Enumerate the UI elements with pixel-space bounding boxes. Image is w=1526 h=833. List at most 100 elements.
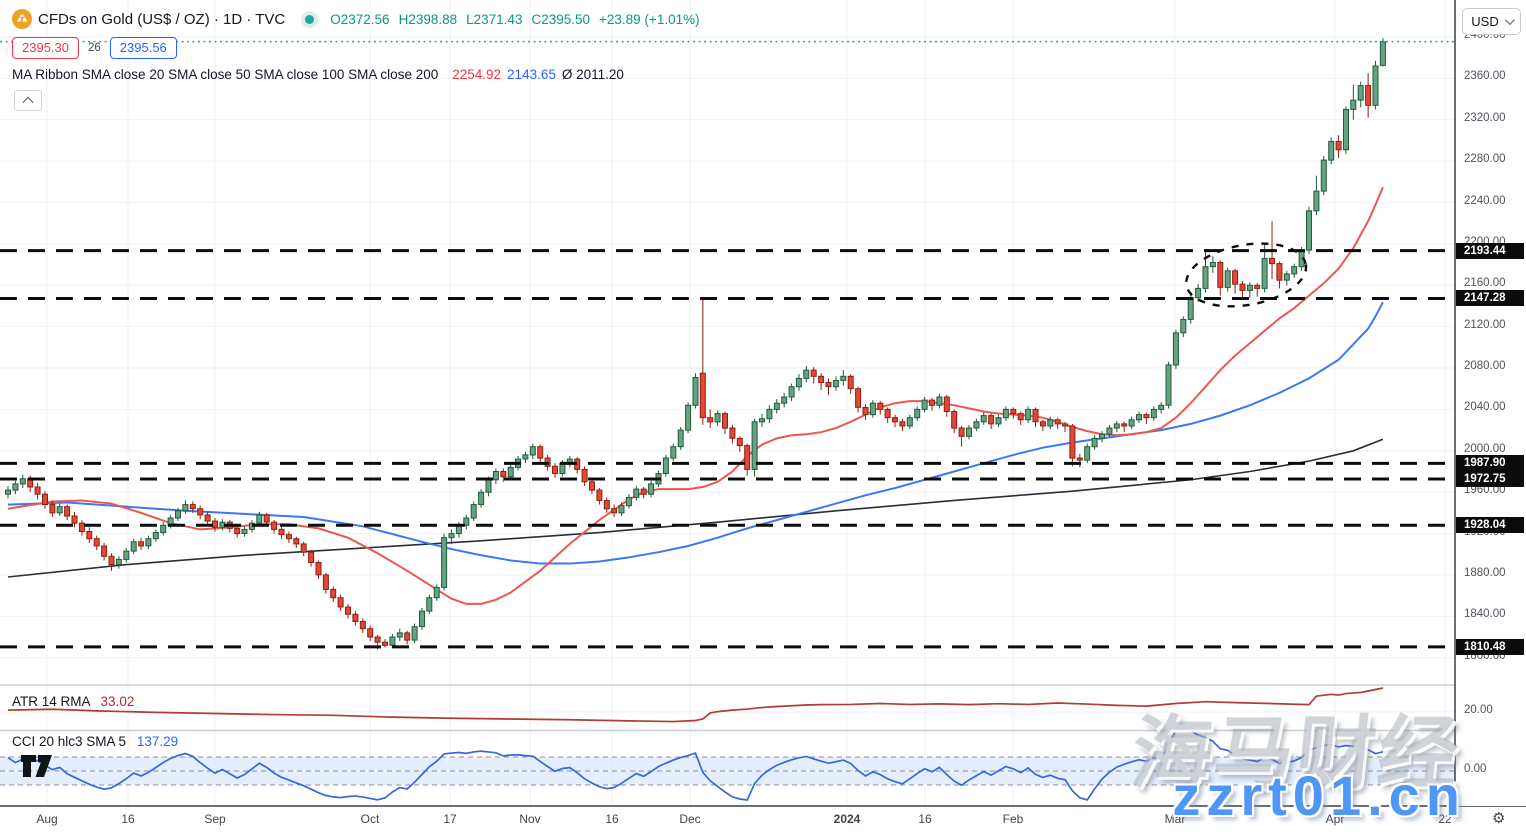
candle-body (152, 532, 159, 540)
time-axis[interactable]: Aug 16 Sep Oct 17 Nov 16 Dec 2024 16 Feb Mar Apr 22 (0, 807, 1526, 833)
candle-body (988, 415, 995, 425)
market-status-dot[interactable] (305, 14, 315, 24)
price-tick: 1880.00 (1464, 566, 1506, 579)
level-price-label: 1810.48 (1456, 638, 1524, 655)
candle-body (1017, 413, 1024, 421)
candle-body (64, 506, 71, 517)
price-tick: 2040.00 (1464, 401, 1506, 414)
time-tick: Mar (1164, 812, 1186, 826)
close-value: C2395.50 (531, 11, 591, 27)
candle-body (1099, 433, 1105, 439)
candle-body (936, 396, 943, 406)
currency-selector[interactable]: USD (1462, 8, 1521, 35)
price-tick: 0.00 (1464, 763, 1487, 775)
candle-body (906, 417, 913, 427)
candle-body (980, 415, 987, 423)
time-tick: Nov (519, 812, 541, 826)
tradingview-logo-icon[interactable] (20, 753, 58, 779)
candle-body (115, 558, 122, 566)
candle-body (382, 641, 388, 646)
time-tick: Apr (1325, 812, 1345, 826)
candle-body (1002, 408, 1009, 419)
symbol-title[interactable]: CFDs on Gold (US$ / OZ) · 1D · TVC (38, 10, 286, 28)
candle-body (1047, 419, 1054, 427)
cci-band (0, 757, 1455, 785)
candle-body (603, 500, 610, 510)
candle-body (1217, 262, 1224, 288)
candle-body (611, 508, 618, 514)
candle-body (1010, 408, 1017, 414)
candle-body (1350, 99, 1357, 110)
candle-body (330, 588, 337, 599)
candle-body (1084, 446, 1091, 461)
ma-ribbon-label: MA Ribbon SMA close 20 SMA close 50 SMA … (12, 67, 439, 82)
candle-body (1150, 408, 1157, 419)
candle-body (426, 597, 433, 612)
candle-body (744, 445, 751, 470)
high-value: H2398.88 (398, 11, 458, 27)
candle-body (832, 380, 839, 388)
candle-body (404, 632, 411, 641)
candle-body (781, 396, 788, 404)
candle-body (1209, 262, 1216, 268)
candle-body (1180, 318, 1187, 334)
gear-icon[interactable]: ⚙ (1492, 810, 1506, 827)
candle-body (552, 465, 558, 474)
ma-ribbon-legend[interactable]: MA Ribbon SMA close 20 SMA close 50 SMA … (12, 67, 624, 82)
candle-body (101, 545, 108, 557)
candle-body (1143, 414, 1150, 419)
candle-body (921, 399, 928, 410)
price-tick: 2360.00 (1464, 70, 1506, 83)
annotation-ellipse[interactable] (1181, 235, 1311, 315)
candle-body (751, 421, 758, 470)
price-tick: 2240.00 (1464, 194, 1506, 207)
candle-body (714, 413, 721, 423)
candle-body (1343, 108, 1349, 151)
candle-body (1128, 419, 1135, 427)
level-price-label: 1972.75 (1456, 470, 1524, 487)
candle-body (241, 528, 248, 535)
candle-body (966, 427, 972, 437)
candle-body (1372, 65, 1379, 106)
candle-body (662, 457, 669, 474)
candle-body (285, 534, 292, 540)
candle-body (1283, 273, 1290, 281)
candle-body (640, 488, 647, 495)
candle-body (692, 376, 699, 406)
candle-body (175, 510, 181, 519)
candle-body (42, 493, 48, 506)
candle-body (1232, 270, 1239, 285)
candle-body (123, 550, 130, 560)
candle-body (367, 628, 374, 638)
atr-label-text: ATR 14 RMA (12, 694, 90, 709)
change-value: +23.89 (+1.01%) (599, 11, 700, 27)
collapse-legend-button[interactable] (14, 90, 42, 111)
candle-body (529, 446, 536, 456)
atr-legend[interactable]: ATR 14 RMA 33.02 (12, 694, 134, 709)
sell-price-button[interactable]: 2395.30 (12, 37, 79, 59)
buy-price-button[interactable]: 2395.56 (109, 37, 177, 59)
candle-body (433, 586, 440, 599)
candle-body (1357, 85, 1364, 101)
candle-body (1379, 41, 1386, 66)
candle-body (337, 597, 344, 608)
candle-body (1091, 437, 1098, 448)
candle-body (855, 388, 862, 408)
candle-body (847, 375, 854, 390)
candle-body (463, 517, 470, 526)
candle-body (160, 524, 167, 533)
candle-body (1320, 159, 1327, 192)
candle-body (1032, 408, 1039, 423)
cci-legend[interactable]: CCI 20 hlc3 SMA 5 137.29 (12, 734, 178, 749)
price-axis[interactable]: 2400.002360.002320.002280.002240.002200.… (1456, 0, 1526, 806)
candle-body (1254, 284, 1261, 289)
candle-body (1076, 457, 1083, 461)
price-tick: 20.00 (1464, 704, 1493, 716)
chevron-down-icon (1504, 15, 1515, 26)
low-value: L2371.43 (466, 11, 523, 27)
candle-body (345, 606, 351, 615)
candle-body (441, 537, 448, 588)
candle-body (766, 408, 773, 420)
candle-body (795, 377, 802, 388)
